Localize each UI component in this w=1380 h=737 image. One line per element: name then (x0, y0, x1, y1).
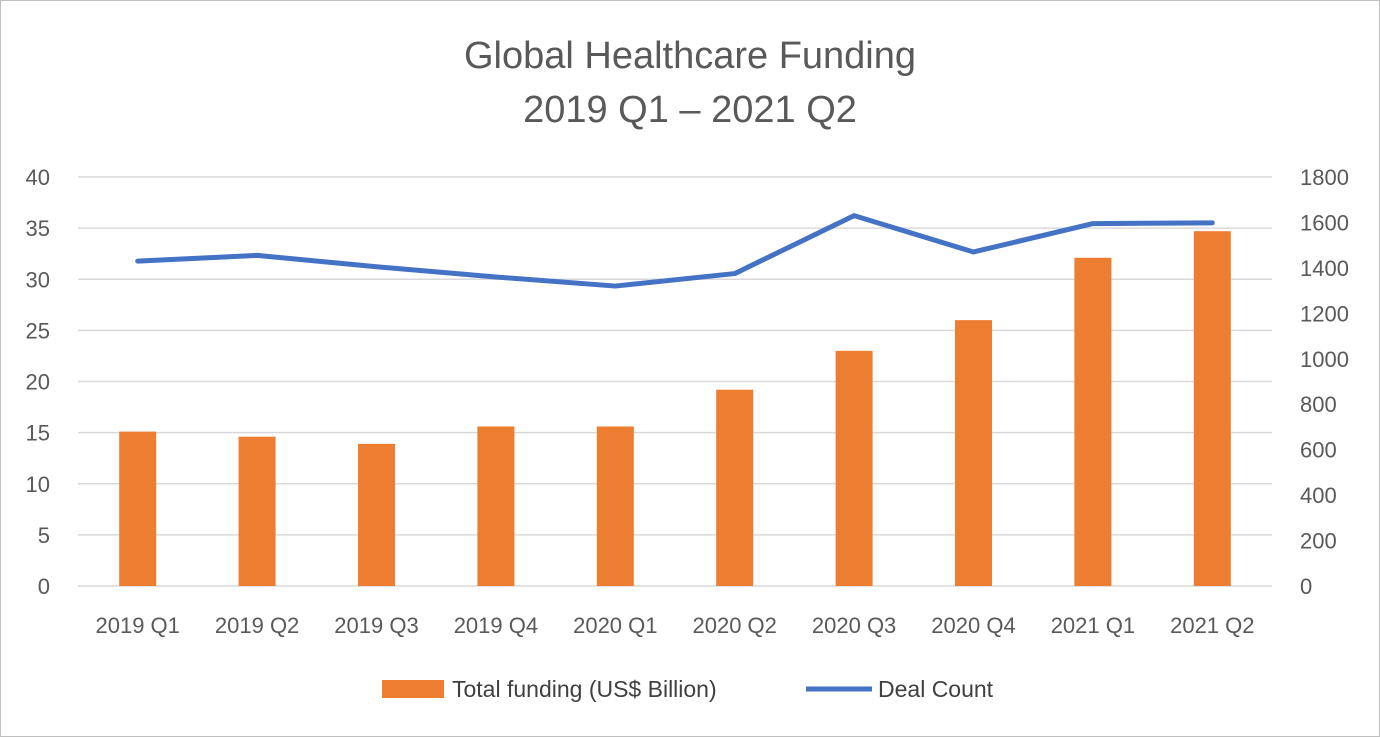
bar (238, 436, 276, 586)
right-tick-label: 1600 (1300, 210, 1349, 235)
legend-swatch-bar (382, 680, 444, 698)
chart-title-line1: Global Healthcare Funding (464, 35, 916, 77)
right-tick-label: 0 (1300, 574, 1312, 599)
gridlines (78, 176, 1272, 587)
bar (358, 443, 395, 586)
x-tick-label: 2019 Q2 (215, 613, 299, 638)
x-tick-label: 2019 Q1 (95, 613, 179, 638)
chart-title-line2: 2019 Q1 – 2021 Q2 (523, 89, 857, 131)
bar-series (119, 231, 1231, 586)
bar (955, 320, 992, 586)
x-tick-label: 2021 Q2 (1170, 613, 1254, 638)
right-tick-label: 1000 (1300, 347, 1349, 372)
x-tick-label: 2021 Q1 (1051, 613, 1135, 638)
right-tick-label: 200 (1300, 529, 1337, 554)
left-tick-label: 20 (26, 370, 50, 395)
bar (1193, 231, 1231, 586)
x-tick-label: 2020 Q4 (931, 613, 1015, 638)
left-tick-label: 0 (38, 574, 50, 599)
x-tick-label: 2020 Q3 (812, 613, 896, 638)
bar (1074, 257, 1112, 586)
left-tick-label: 10 (26, 472, 50, 497)
right-tick-label: 600 (1300, 438, 1337, 463)
x-tick-label: 2020 Q2 (692, 613, 776, 638)
bar (835, 350, 873, 586)
left-tick-label: 5 (38, 523, 50, 548)
right-tick-label: 1200 (1300, 301, 1349, 326)
left-tick-label: 40 (26, 165, 50, 190)
bar (596, 426, 634, 586)
left-tick-label: 25 (26, 318, 50, 343)
line-series (135, 213, 1215, 289)
legend: Total funding (US$ Billion) Deal Count (382, 676, 994, 702)
x-axis-ticks: 2019 Q1 2019 Q2 2019 Q3 2019 Q4 2020 Q1 2020 … (95, 613, 1254, 638)
right-axis-ticks: 0 200 400 600 800 1000 1200 1400 1600 1800 (1300, 165, 1349, 599)
x-tick-label: 2019 Q4 (454, 613, 538, 638)
bar (477, 426, 515, 586)
right-tick-label: 400 (1300, 483, 1337, 508)
left-tick-label: 30 (26, 267, 50, 292)
legend-label-funding: Total funding (US$ Billion) (452, 676, 717, 702)
right-tick-label: 1400 (1300, 256, 1349, 281)
legend-label-deal-count: Deal Count (878, 676, 994, 702)
x-tick-label: 2019 Q3 (334, 613, 418, 638)
bar (119, 431, 157, 586)
deal-count-line (135, 213, 1215, 289)
left-tick-label: 35 (26, 216, 50, 241)
bar (716, 389, 754, 586)
x-tick-label: 2020 Q1 (573, 613, 657, 638)
right-tick-label: 1800 (1300, 165, 1349, 190)
left-axis-ticks: 0 5 10 15 20 25 30 35 40 (26, 165, 50, 599)
left-tick-label: 15 (26, 421, 50, 446)
right-tick-label: 800 (1300, 392, 1337, 417)
